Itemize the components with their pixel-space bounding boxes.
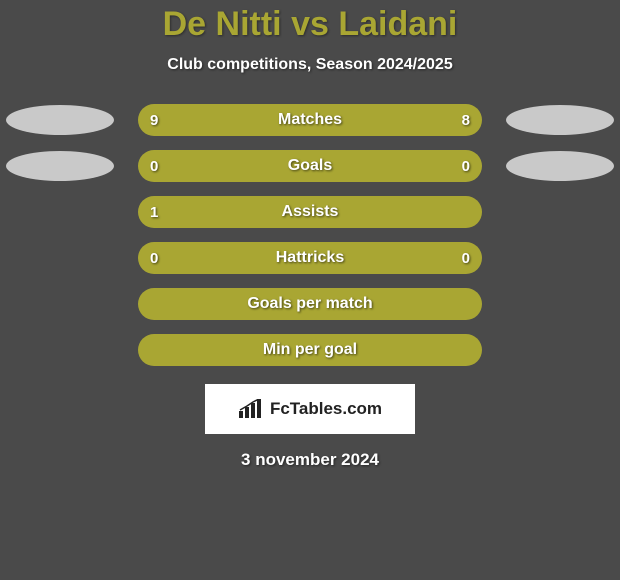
stat-row: 0 Goals 0 <box>0 150 620 182</box>
chart-icon <box>238 399 264 419</box>
stats-rows: 9 Matches 8 0 Goals 0 1 Assists 0 Hattricks 0 Goals… <box>0 104 620 366</box>
stat-label: Assists <box>282 203 339 221</box>
stat-label: Goals per match <box>247 295 372 313</box>
stat-bar: Goals per match <box>138 288 482 320</box>
stat-value-left: 1 <box>150 204 158 221</box>
stat-value-right: 8 <box>462 112 470 129</box>
player-badge-right <box>506 151 614 181</box>
page-subtitle: Club competitions, Season 2024/2025 <box>0 56 620 74</box>
stat-bar: 0 Hattricks 0 <box>138 242 482 274</box>
stat-row: Min per goal <box>0 334 620 366</box>
stat-row: Goals per match <box>0 288 620 320</box>
stat-label: Hattricks <box>276 249 344 267</box>
stat-value-right: 0 <box>462 250 470 267</box>
stat-bar: 1 Assists <box>138 196 482 228</box>
stat-row: 9 Matches 8 <box>0 104 620 136</box>
stat-value-left: 9 <box>150 112 158 129</box>
player-badge-left <box>6 151 114 181</box>
stat-label: Goals <box>288 157 332 175</box>
logo-text: FcTables.com <box>270 399 382 419</box>
fctables-logo[interactable]: FcTables.com <box>205 384 415 434</box>
stat-value-left: 0 <box>150 250 158 267</box>
stat-bar: Min per goal <box>138 334 482 366</box>
stat-value-left: 0 <box>150 158 158 175</box>
stat-value-right: 0 <box>462 158 470 175</box>
page-title: De Nitti vs Laidani <box>0 5 620 44</box>
stat-bar: 9 Matches 8 <box>138 104 482 136</box>
stat-label: Min per goal <box>263 341 357 359</box>
stat-row: 1 Assists <box>0 196 620 228</box>
date-label: 3 november 2024 <box>0 450 620 470</box>
player-badge-left <box>6 105 114 135</box>
stat-bar: 0 Goals 0 <box>138 150 482 182</box>
stat-row: 0 Hattricks 0 <box>0 242 620 274</box>
comparison-container: De Nitti vs Laidani Club competitions, S… <box>0 0 620 470</box>
stat-label: Matches <box>278 111 342 129</box>
player-badge-right <box>506 105 614 135</box>
